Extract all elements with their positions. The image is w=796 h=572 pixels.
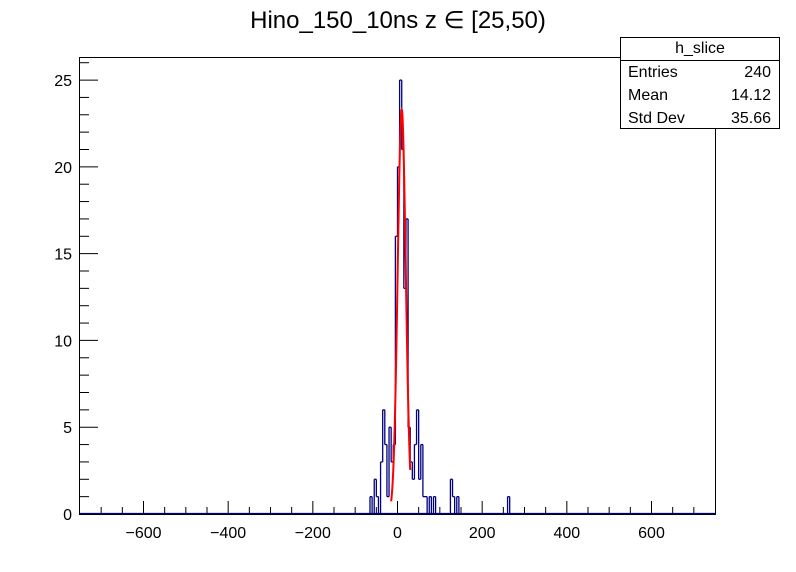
- y-tick-label: 25: [54, 73, 72, 90]
- x-tick-label: −200: [295, 525, 331, 542]
- x-tick-label: 0: [393, 525, 402, 542]
- x-tick-label: −400: [210, 525, 246, 542]
- stats-row-stddev: Std Dev 35.66: [621, 107, 779, 130]
- stats-box: h_slice Entries 240 Mean 14.12 Std Dev 3…: [620, 37, 780, 129]
- y-tick-label: 5: [63, 420, 72, 437]
- y-tick-label: 20: [54, 160, 72, 177]
- stats-value: 14.12: [730, 87, 771, 104]
- y-tick-label: 15: [54, 247, 72, 264]
- stats-title: h_slice: [621, 38, 779, 61]
- stats-row-entries: Entries 240: [621, 61, 779, 84]
- stats-label: Std Dev: [628, 110, 685, 127]
- gaussian-fit: [390, 106, 412, 502]
- x-tick-label: 600: [638, 525, 665, 542]
- plot-frame: [79, 57, 716, 515]
- x-axis: −600 −400 −200 0 200 400 600: [100, 501, 695, 542]
- x-tick-label: 200: [469, 525, 496, 542]
- fit-curve: [390, 106, 412, 502]
- chart-title: Hino_150_10ns z ∈ [25,50): [250, 7, 546, 34]
- y-axis: 0 5 10 15 20 25: [54, 62, 98, 524]
- y-tick-label: 10: [54, 333, 72, 350]
- stats-value: 240: [744, 64, 771, 81]
- y-tick-label: 0: [63, 507, 72, 524]
- x-tick-label: −600: [125, 525, 161, 542]
- stats-label: Entries: [628, 64, 678, 81]
- stats-label: Mean: [628, 87, 669, 104]
- stats-row-mean: Mean 14.12: [621, 84, 779, 107]
- stats-value: 35.66: [730, 110, 771, 127]
- x-tick-label: 400: [553, 525, 580, 542]
